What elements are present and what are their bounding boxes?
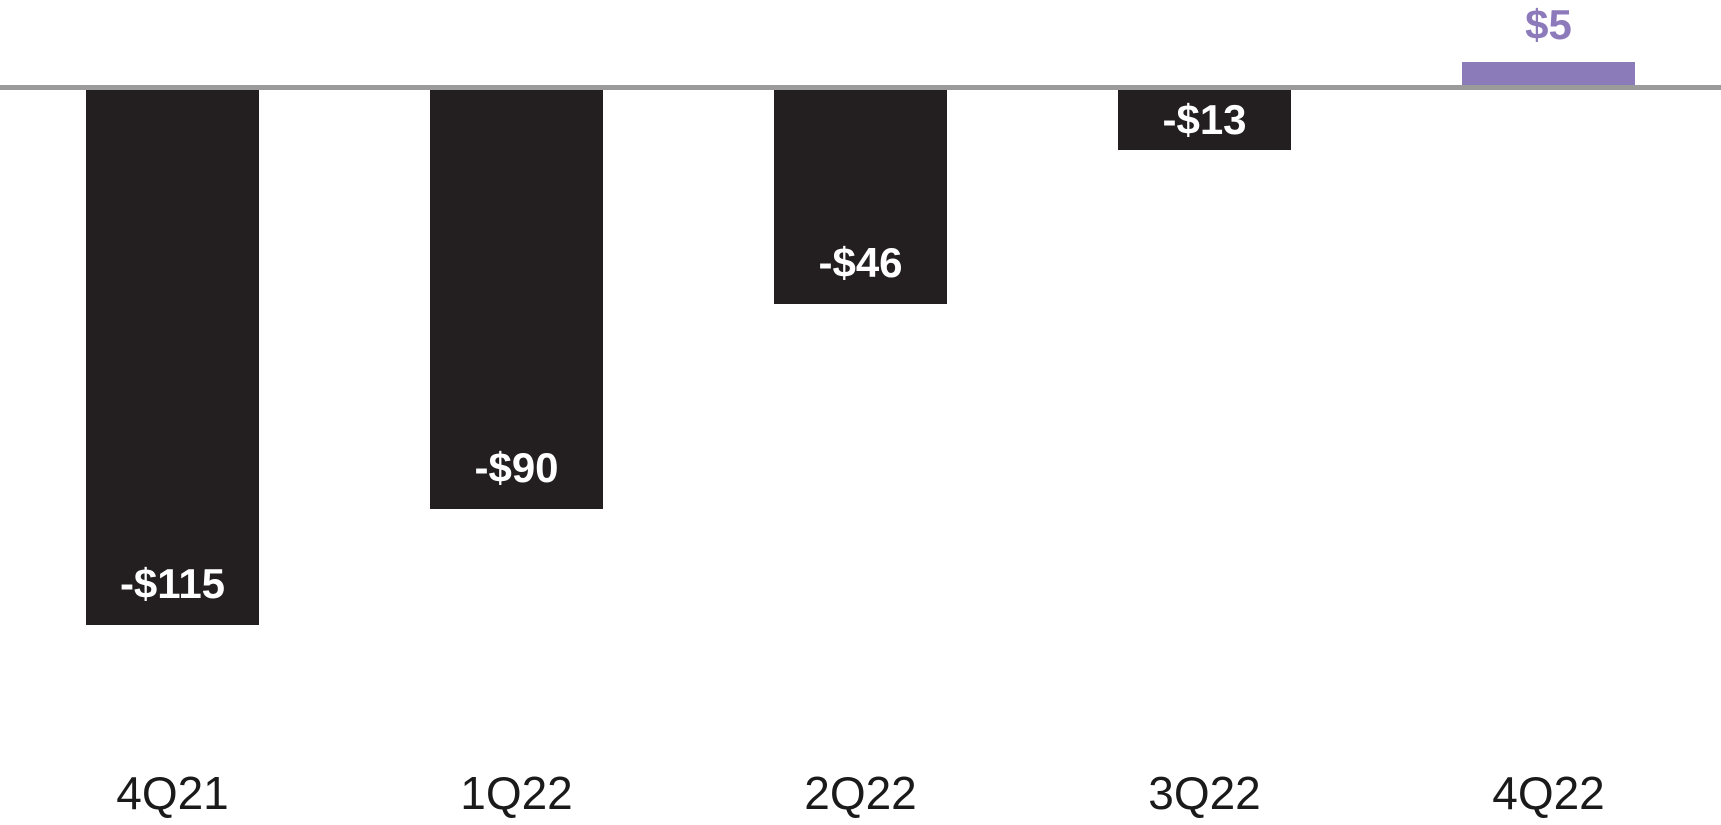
bar-value-label-2q22: -$46 <box>818 239 903 286</box>
bar-value-label-4q22: $5 <box>1525 1 1572 48</box>
x-axis-label-3q22: 3Q22 <box>1148 767 1261 819</box>
x-axis-label-1q22: 1Q22 <box>460 767 573 819</box>
zero-baseline <box>0 85 1721 90</box>
bar-value-label-4q21: -$115 <box>119 560 226 607</box>
bar-3q22: -$13 <box>1118 90 1291 150</box>
x-axis-label-4q21: 4Q21 <box>116 767 229 819</box>
x-axis-label-4q22: 4Q22 <box>1492 767 1605 819</box>
x-axis-label-2q22: 2Q22 <box>804 767 917 819</box>
bar-4q21: -$115 <box>86 90 259 625</box>
bar-value-label-1q22: -$90 <box>474 444 559 491</box>
bar-1q22: -$90 <box>430 90 603 509</box>
bar-value-label-3q22: -$13 <box>1162 96 1247 143</box>
bar-2q22: -$46 <box>774 90 947 304</box>
bar-4q22 <box>1462 62 1635 85</box>
